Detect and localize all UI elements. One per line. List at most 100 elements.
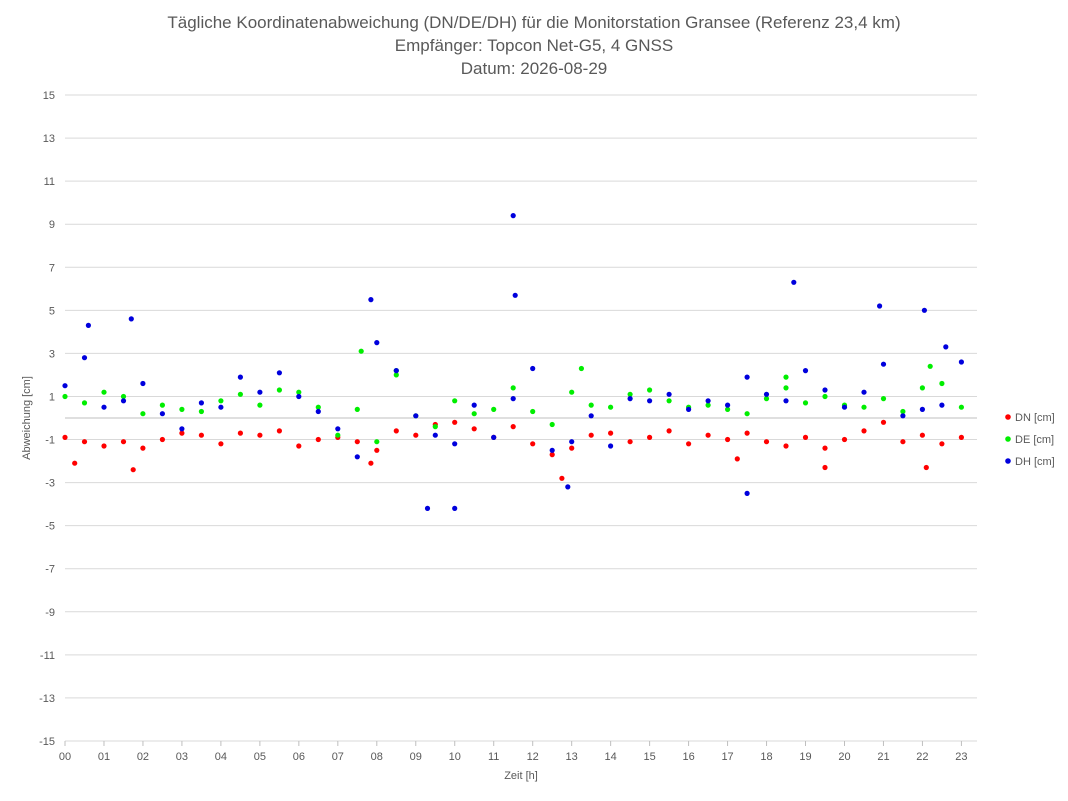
data-point bbox=[802, 368, 809, 374]
data-point bbox=[958, 404, 965, 410]
y-tick-label: 3 bbox=[49, 348, 55, 360]
data-point bbox=[140, 380, 146, 387]
data-point bbox=[900, 413, 906, 419]
data-point bbox=[783, 374, 789, 380]
data-point bbox=[413, 413, 419, 419]
data-point bbox=[647, 434, 653, 440]
x-tick-label: 13 bbox=[566, 751, 578, 763]
data-point bbox=[393, 428, 399, 434]
legend-marker bbox=[1005, 436, 1011, 442]
legend-label: DE [cm] bbox=[1015, 434, 1054, 446]
data-point bbox=[841, 404, 848, 410]
x-tick-label: 03 bbox=[176, 751, 188, 763]
data-point bbox=[140, 445, 146, 451]
data-point bbox=[471, 411, 477, 417]
x-tick-label: 09 bbox=[410, 751, 422, 763]
data-point bbox=[510, 424, 516, 430]
data-point bbox=[608, 443, 614, 449]
y-tick-label: -5 bbox=[45, 521, 55, 533]
data-point bbox=[257, 389, 263, 395]
data-point bbox=[101, 404, 107, 410]
data-point bbox=[101, 443, 107, 449]
data-point bbox=[510, 385, 516, 391]
data-point bbox=[276, 387, 282, 393]
data-point bbox=[919, 406, 926, 412]
data-point bbox=[374, 447, 380, 453]
data-point bbox=[218, 441, 224, 447]
data-point bbox=[237, 430, 243, 436]
data-point bbox=[130, 467, 136, 473]
x-axis-title: Zeit [h] bbox=[504, 770, 538, 782]
data-point bbox=[368, 460, 374, 466]
x-tick-label: 16 bbox=[682, 751, 694, 763]
data-point bbox=[368, 297, 374, 303]
data-point bbox=[919, 432, 926, 438]
data-point bbox=[358, 348, 364, 354]
y-axis-title: Abweichung [cm] bbox=[21, 376, 33, 460]
data-point bbox=[257, 402, 263, 408]
data-point bbox=[315, 408, 321, 415]
data-point bbox=[159, 436, 165, 443]
data-point bbox=[588, 432, 594, 438]
data-point bbox=[608, 404, 614, 410]
data-point bbox=[725, 402, 731, 408]
x-tick-label: 10 bbox=[449, 751, 461, 763]
data-point bbox=[559, 475, 565, 481]
data-point bbox=[315, 404, 321, 410]
data-point bbox=[452, 505, 458, 511]
data-point bbox=[276, 428, 282, 434]
data-point bbox=[452, 398, 458, 404]
data-point bbox=[958, 434, 965, 440]
data-point bbox=[627, 439, 633, 445]
y-tick-label: -1 bbox=[45, 435, 55, 447]
data-point bbox=[218, 404, 224, 410]
y-tick-label: 11 bbox=[44, 176, 55, 188]
y-tick-label: -13 bbox=[39, 693, 55, 705]
data-point bbox=[335, 432, 341, 438]
data-point bbox=[296, 389, 302, 395]
data-point bbox=[921, 307, 928, 313]
data-point bbox=[374, 340, 380, 346]
data-point bbox=[198, 400, 204, 406]
data-point bbox=[880, 396, 887, 402]
data-point bbox=[81, 439, 88, 445]
data-point bbox=[877, 303, 883, 309]
data-point bbox=[841, 436, 848, 443]
x-tick-label: 11 bbox=[488, 751, 499, 763]
y-tick-label: 5 bbox=[49, 305, 55, 317]
data-point bbox=[686, 406, 692, 412]
data-point bbox=[763, 396, 770, 402]
x-tick-label: 12 bbox=[527, 751, 539, 763]
data-point bbox=[393, 372, 399, 378]
data-point bbox=[335, 426, 341, 432]
data-point bbox=[218, 398, 224, 404]
data-point bbox=[120, 393, 127, 400]
data-point bbox=[783, 385, 789, 391]
data-point bbox=[943, 344, 949, 350]
data-point bbox=[822, 393, 828, 400]
data-point bbox=[549, 447, 555, 453]
data-point bbox=[393, 368, 399, 374]
data-point bbox=[512, 292, 518, 298]
data-point bbox=[354, 454, 360, 460]
data-point bbox=[471, 402, 477, 408]
data-point bbox=[900, 439, 906, 445]
data-point bbox=[578, 365, 585, 372]
data-point bbox=[939, 441, 945, 447]
y-tick-label: -3 bbox=[45, 478, 55, 490]
data-point bbox=[198, 408, 204, 415]
data-point bbox=[647, 387, 653, 393]
data-point bbox=[159, 411, 165, 417]
data-point bbox=[198, 432, 204, 438]
data-point bbox=[237, 391, 243, 397]
data-point bbox=[627, 396, 633, 402]
y-tick-label: 13 bbox=[43, 133, 55, 145]
data-point bbox=[627, 391, 633, 397]
data-point bbox=[744, 490, 750, 496]
data-point bbox=[763, 391, 770, 397]
data-point bbox=[725, 406, 731, 412]
y-tick-label: 15 bbox=[43, 90, 55, 102]
series-1 bbox=[62, 348, 965, 445]
data-point bbox=[549, 452, 555, 458]
